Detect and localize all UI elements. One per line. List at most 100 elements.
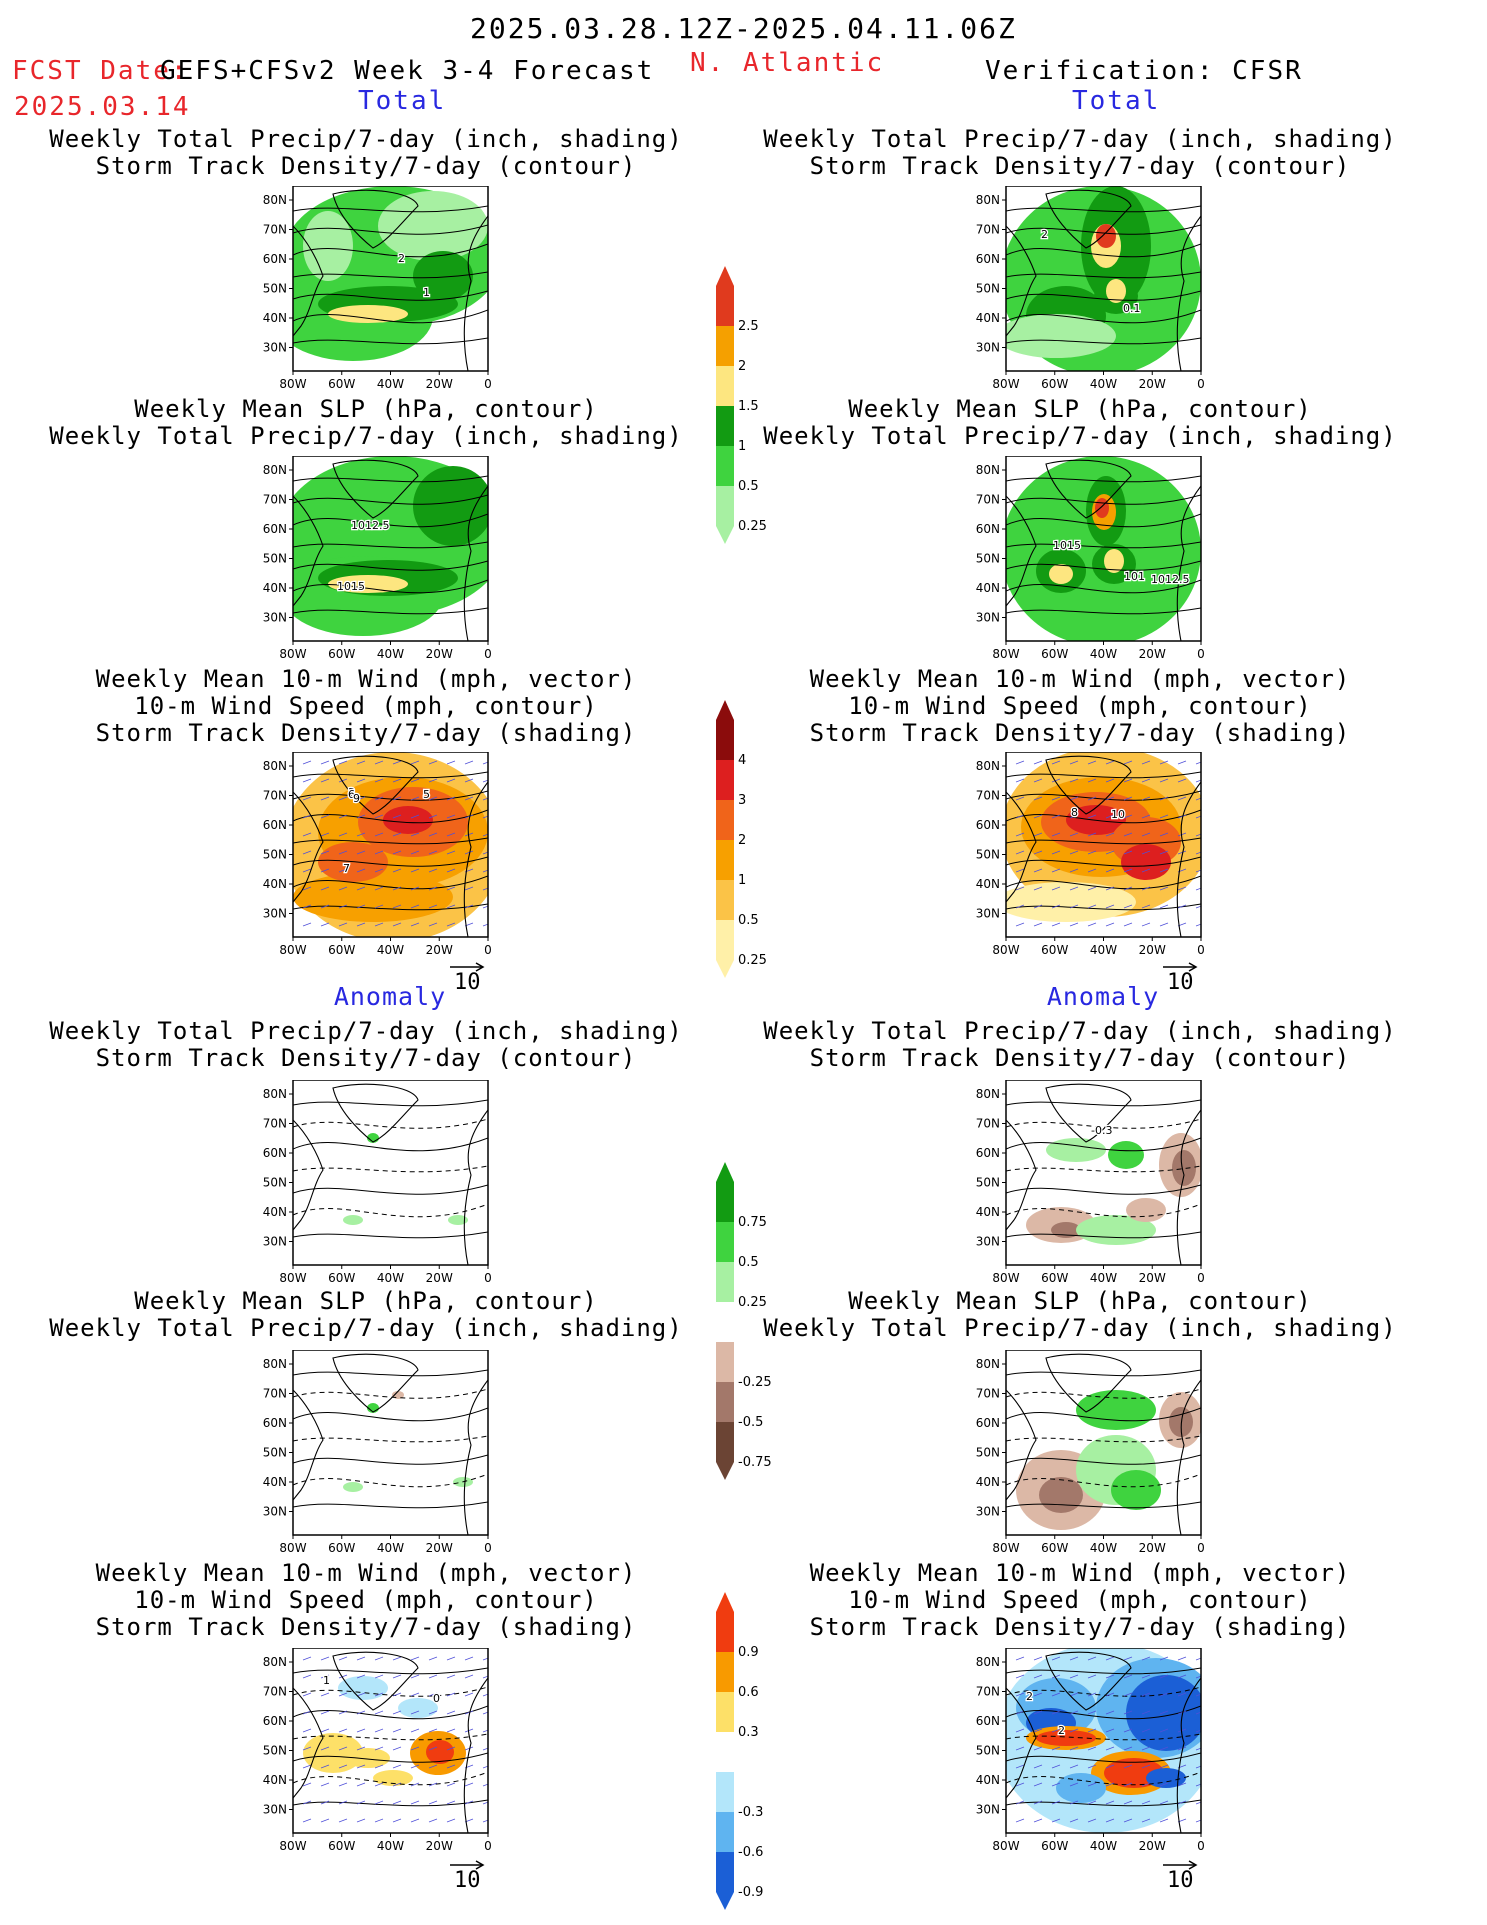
wind-vector xyxy=(338,814,348,819)
wind-vector xyxy=(1195,1711,1201,1715)
wind-vector xyxy=(1051,1764,1061,1769)
wind-vector xyxy=(1177,1710,1187,1715)
lat-tick-label: 50N xyxy=(976,282,1000,296)
wind-vector xyxy=(1069,760,1079,765)
wind-vector xyxy=(1015,904,1025,909)
wind-vector xyxy=(428,1818,438,1823)
lon-tick-label: 80W xyxy=(992,1271,1019,1285)
wind-vector xyxy=(392,1674,402,1679)
wind-vector xyxy=(356,886,366,891)
contour-line xyxy=(1006,856,1201,867)
contour-line xyxy=(293,1799,488,1807)
wind-vector xyxy=(1105,1710,1115,1715)
wind-vector xyxy=(1177,1728,1187,1733)
wind-vector xyxy=(1015,1746,1025,1751)
wind-vector xyxy=(320,1692,330,1697)
wind-vector xyxy=(464,904,474,909)
lat-tick-label: 70N xyxy=(976,1387,1000,1401)
wind-vector xyxy=(1141,1818,1151,1823)
lat-tick-label: 70N xyxy=(976,493,1000,507)
wind-vector xyxy=(446,904,456,909)
lon-tick-label: 60W xyxy=(328,377,355,391)
contour-line xyxy=(293,337,488,345)
wind-vector xyxy=(338,760,348,765)
wind-vector xyxy=(1069,796,1079,801)
vector-ref-arrow-r2: 10 xyxy=(1161,1856,1201,1893)
wind-vector xyxy=(464,1782,474,1787)
wind-vector xyxy=(1015,1656,1025,1661)
lat-tick-label: 30N xyxy=(976,1803,1000,1817)
wind-vector xyxy=(1195,815,1201,819)
colorbar-segment xyxy=(716,1612,734,1652)
wind-vector xyxy=(446,814,456,819)
wind-vector xyxy=(1123,868,1133,873)
wind-vector xyxy=(482,761,488,765)
lon-tick-label: 60W xyxy=(328,1271,355,1285)
wind-vector xyxy=(1141,1782,1151,1787)
wind-vector xyxy=(302,1710,312,1715)
colorbar-segment xyxy=(716,760,734,800)
wind-vector xyxy=(1195,869,1201,873)
wind-vector xyxy=(1105,1656,1115,1661)
greenland-coastline xyxy=(332,1651,419,1711)
lat-tick-label: 40N xyxy=(263,1205,287,1219)
map-slp-precip-anom-verification: 80N 70N 60N 50N 40N 30N 80W 60W 40W 20W 0 xyxy=(953,1350,1213,1560)
lon-tick-label: 80W xyxy=(992,1541,1019,1555)
lat-tick-label: 50N xyxy=(263,1744,287,1758)
contour-line xyxy=(293,1099,488,1107)
contour-line xyxy=(1006,1231,1201,1239)
wind-vector xyxy=(1195,1693,1201,1697)
wind-vector xyxy=(1015,796,1025,801)
contour-line xyxy=(1006,790,1201,801)
wind-vector xyxy=(446,850,456,855)
wind-vector xyxy=(410,1818,420,1823)
lon-tick-label: 40W xyxy=(377,943,404,957)
lon-tick-label: 40W xyxy=(1090,377,1117,391)
lon-tick-label: 0 xyxy=(484,1839,492,1853)
title-wind-storm-r1: Weekly Mean 10-m Wind (mph, vector) 10-m … xyxy=(809,665,1351,747)
wind-vector xyxy=(374,1728,384,1733)
lon-tick-label: 40W xyxy=(377,647,404,661)
wind-vector xyxy=(428,868,438,873)
wind-vector xyxy=(356,796,366,801)
lat-tick-label: 60N xyxy=(976,1416,1000,1430)
wind-vector xyxy=(1087,796,1097,801)
greenland-coastline xyxy=(1045,189,1132,249)
wind-vector xyxy=(356,778,366,783)
wind-vector xyxy=(1051,922,1061,927)
wind-vector xyxy=(1051,778,1061,783)
colorbar-label: 2 xyxy=(738,833,746,848)
wind-vector xyxy=(1195,923,1201,927)
wind-vector xyxy=(1177,850,1187,855)
wind-vector xyxy=(1123,778,1133,783)
lon-tick-label: 0 xyxy=(484,377,492,391)
wind-vector xyxy=(392,1656,402,1661)
wind-vector xyxy=(446,886,456,891)
map-precip-storm-anom-verification: -0.3 80N 70N 60N 50N 40N 30N 80W 60W 40W 20W 0 xyxy=(953,1080,1213,1290)
lon-tick-label: 80W xyxy=(279,1541,306,1555)
contour-label: 6 xyxy=(348,788,355,801)
shading-region xyxy=(1104,549,1124,573)
contour-line xyxy=(1006,1667,1201,1675)
colorbar-label: -0.75 xyxy=(738,1455,772,1470)
contour-label: 10 xyxy=(1111,808,1125,821)
wind-vector xyxy=(464,1746,474,1751)
wind-vector xyxy=(1069,778,1079,783)
contour-line xyxy=(293,837,488,845)
wind-vector xyxy=(374,1818,384,1823)
wind-vector xyxy=(1195,797,1201,801)
shading-region xyxy=(383,806,433,834)
colorbar-label: 0.5 xyxy=(738,913,759,928)
wind-vector xyxy=(1069,868,1079,873)
wind-vector xyxy=(1015,814,1025,819)
wind-vector xyxy=(356,1782,366,1787)
anomaly-label-right: Anomaly xyxy=(1046,982,1160,1011)
wind-vector xyxy=(302,886,312,891)
wind-vector xyxy=(338,1710,348,1715)
wind-vector xyxy=(1087,886,1097,891)
lat-tick-label: 70N xyxy=(263,1685,287,1699)
wind-vector xyxy=(356,850,366,855)
wind-vector xyxy=(410,778,420,783)
lat-tick-label: 30N xyxy=(263,1505,287,1519)
colorbar-end-bottom xyxy=(716,960,734,978)
